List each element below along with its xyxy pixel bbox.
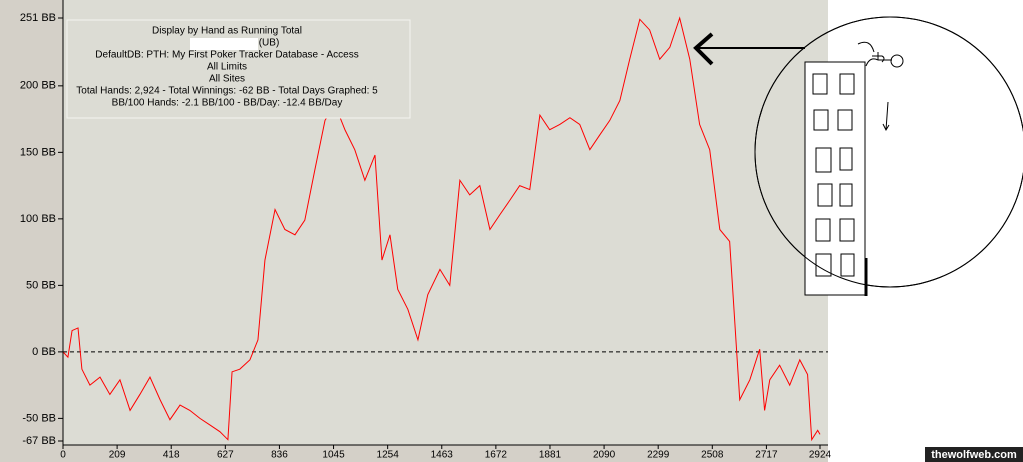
line-series [62,16,821,442]
info-line: (UB) [259,38,280,49]
plot [62,16,828,442]
info-line: Display by Hand as Running Total [152,26,302,37]
window [839,183,853,207]
x-tick-label: 2717 [755,450,778,461]
building [804,61,866,296]
window [815,147,832,173]
figure-head [890,54,904,68]
info-line: DefaultDB: PTH: My First Poker Tracker D… [95,50,358,61]
circle-edge [754,16,1023,288]
window [813,109,829,131]
window [815,218,831,242]
window [837,109,853,131]
x-tick-label: 2299 [647,450,670,461]
window [839,73,855,95]
window [817,183,833,207]
x-tick-label: 1463 [431,450,454,461]
fall-arrow [882,101,890,132]
watermark-bg [925,447,1023,462]
y-tick-label: 251 BB [20,12,56,24]
y-tick-label: 0 BB [32,346,56,358]
window [839,218,855,242]
y-tick-label: -67 BB [22,435,56,447]
x-tick-label: 418 [163,450,180,461]
info-line: All Sites [209,74,245,85]
window [839,147,853,171]
y-tick-label: 100 BB [20,213,56,225]
x-tick-label: 2924 [809,450,832,461]
x-tick-label: 2090 [593,450,616,461]
info-line: Total Hands: 2,924 - Total Winnings: -62… [76,86,378,97]
y-tick-label: 50 BB [26,279,56,291]
x-tick-label: 209 [109,450,126,461]
arrow-head [693,32,714,66]
y-tick-label: 200 BB [20,80,56,92]
window [812,73,828,95]
x-tick-label: 2508 [701,450,724,461]
figure [857,41,892,67]
info-line: BB/100 Hands: -2.1 BB/100 - BB/Day: -12.… [112,98,343,109]
x-tick-label: 627 [217,450,234,461]
x-tick-label: 1672 [485,450,508,461]
x-tick-label: 1045 [322,450,345,461]
x-tick-label: 0 [60,450,66,461]
x-tick-label: 1254 [377,450,400,461]
info-lines: Display by Hand as Running Total(UB)Defa… [76,26,378,109]
y-tick-label: -50 BB [22,412,56,424]
info-box [66,19,411,119]
y-tick-label: 150 BB [20,146,56,158]
window [840,253,855,277]
watermark: thewolfweb.com [931,449,1017,461]
x-tick-label: 1881 [539,450,562,461]
drawing [693,16,1023,296]
blank-field [190,38,258,50]
x-tick-label: 836 [271,450,288,461]
window [815,253,832,277]
info-line: All Limits [207,62,247,73]
